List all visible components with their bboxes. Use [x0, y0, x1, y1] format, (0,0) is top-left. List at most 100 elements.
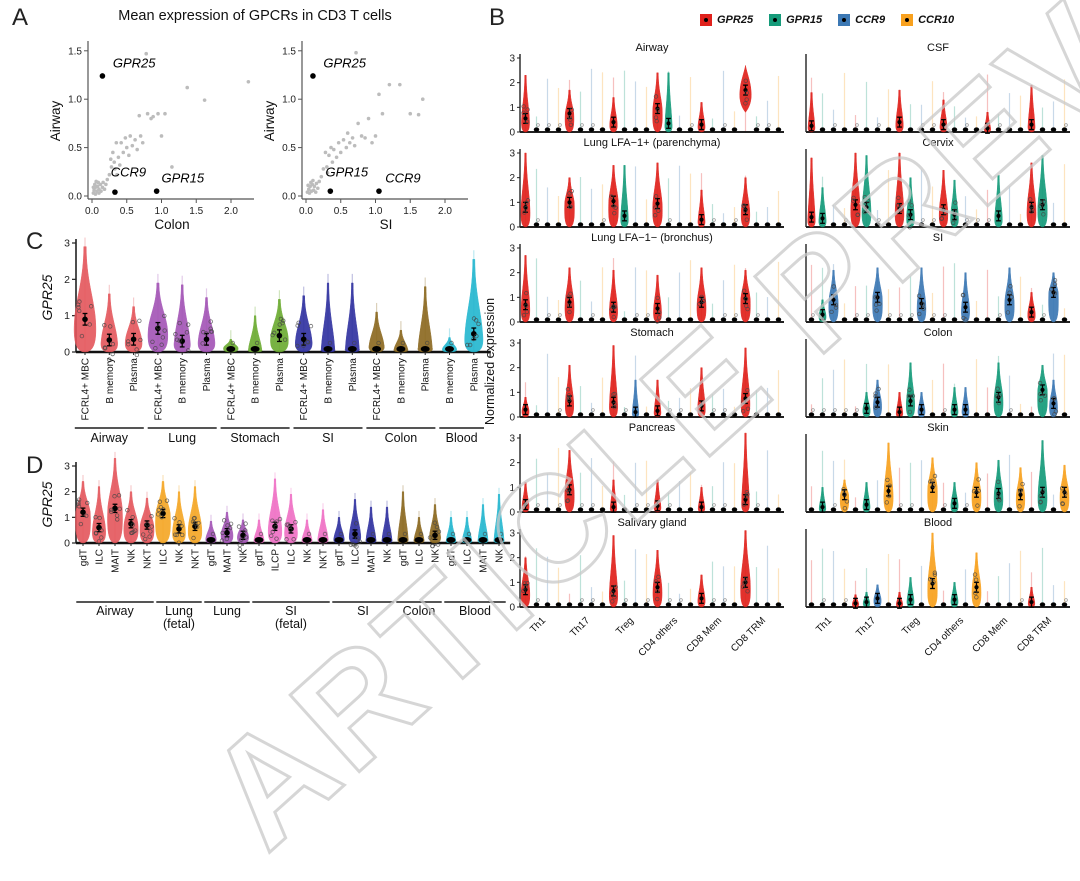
- svg-text:1: 1: [509, 103, 515, 114]
- svg-text:Skin: Skin: [927, 422, 948, 434]
- svg-text:1: 1: [509, 198, 515, 209]
- svg-text:0: 0: [509, 318, 515, 329]
- scatter-si: 0.0 0.5 1.0 1.5 0.0 0.5 1.0 1.5 2.0 SI Airway GPR25…: [262, 41, 468, 232]
- svg-text:GPR15: GPR15: [325, 165, 368, 180]
- svg-text:MAIT: MAIT: [479, 549, 490, 573]
- legend-item-gpr15: GPR15: [769, 14, 822, 26]
- svg-text:NK: NK: [431, 549, 442, 563]
- violin-panel-stomach: Stomach 3 2 1 0: [509, 327, 784, 424]
- svg-text:1.5: 1.5: [282, 46, 296, 57]
- svg-text:(fetal): (fetal): [163, 617, 195, 631]
- svg-text:gdT: gdT: [79, 549, 90, 566]
- svg-text:0.5: 0.5: [68, 143, 82, 154]
- svg-text:Airway: Airway: [262, 101, 277, 142]
- svg-text:1: 1: [509, 293, 515, 304]
- svg-text:Stomach: Stomach: [630, 327, 673, 339]
- svg-text:Treg: Treg: [900, 615, 922, 637]
- svg-text:Colon: Colon: [385, 431, 418, 445]
- svg-text:Pancreas: Pancreas: [629, 422, 676, 434]
- svg-text:Colon: Colon: [924, 327, 953, 339]
- svg-text:1.0: 1.0: [155, 206, 169, 217]
- svg-text:Plasma: Plasma: [348, 358, 359, 392]
- svg-text:Plasma: Plasma: [202, 358, 213, 392]
- svg-text:CD8 Mem: CD8 Mem: [685, 615, 725, 655]
- panelc-svg: GPR25 0 1 2 3 FCRL4+ MBC B memory Plasma Airway F…: [39, 238, 491, 445]
- svg-text:0: 0: [509, 603, 515, 614]
- svg-text:ILC: ILC: [95, 549, 106, 565]
- svg-text:0: 0: [509, 223, 515, 234]
- svg-text:NK: NK: [127, 549, 138, 563]
- svg-text:3: 3: [509, 434, 515, 445]
- svg-text:CD8 TRM: CD8 TRM: [729, 615, 768, 654]
- svg-text:NKT: NKT: [319, 549, 330, 569]
- svg-text:ILCP: ILCP: [271, 549, 282, 572]
- svg-text:1: 1: [509, 578, 515, 589]
- scatter-colon: 0.0 0.5 1.0 1.5 0.0 0.5 1.0 1.5 2.0 Colon Airway GP…: [48, 41, 254, 232]
- violin-panel-airway: Airway 3 2 1 0: [509, 42, 784, 139]
- svg-text:Cervix: Cervix: [922, 137, 954, 149]
- svg-text:2.0: 2.0: [224, 206, 238, 217]
- svg-text:1.0: 1.0: [68, 95, 82, 106]
- svg-text:NK: NK: [239, 549, 250, 563]
- ccr9-swatch-icon: [838, 14, 851, 26]
- svg-text:CCR9: CCR9: [385, 170, 420, 185]
- svg-text:Lung LFA−1− (bronchus): Lung LFA−1− (bronchus): [591, 232, 713, 244]
- svg-text:Airway: Airway: [48, 101, 63, 142]
- panel-c-label: C: [26, 228, 44, 255]
- svg-text:ILC: ILC: [463, 549, 474, 565]
- svg-text:Lung LFA−1+ (parenchyma): Lung LFA−1+ (parenchyma): [584, 137, 721, 149]
- svg-text:NK: NK: [495, 549, 506, 563]
- gpr25-swatch-icon: [700, 14, 712, 26]
- svg-text:CD8 Mem: CD8 Mem: [971, 615, 1011, 655]
- svg-text:ILC: ILC: [415, 549, 426, 565]
- svg-text:1: 1: [509, 483, 515, 494]
- svg-text:Salivary gland: Salivary gland: [617, 517, 686, 529]
- legend-label: GPR15: [786, 14, 823, 26]
- svg-text:Plasma: Plasma: [421, 358, 432, 392]
- svg-text:Blood: Blood: [446, 431, 478, 445]
- svg-text:Th1: Th1: [814, 615, 834, 635]
- svg-text:SI: SI: [357, 604, 369, 618]
- svg-text:Airway: Airway: [635, 42, 669, 54]
- svg-text:2: 2: [509, 553, 515, 564]
- svg-text:gdT: gdT: [399, 549, 410, 566]
- svg-text:0.5: 0.5: [120, 206, 134, 217]
- svg-text:Lung: Lung: [168, 431, 196, 445]
- svg-text:0: 0: [509, 413, 515, 424]
- svg-text:0: 0: [509, 508, 515, 519]
- svg-text:NK: NK: [175, 549, 186, 563]
- svg-text:B memory: B memory: [324, 358, 335, 404]
- svg-text:MAIT: MAIT: [223, 549, 234, 573]
- svg-text:GPR25: GPR25: [39, 274, 55, 320]
- svg-text:gdT: gdT: [447, 549, 458, 566]
- svg-text:Airway: Airway: [96, 604, 134, 618]
- svg-text:2: 2: [509, 363, 515, 374]
- svg-text:1: 1: [64, 310, 70, 322]
- svg-text:Treg: Treg: [614, 615, 636, 637]
- panel-a-title: Mean expression of GPCRs in CD3 T cells: [118, 8, 392, 24]
- svg-text:Plasma: Plasma: [469, 358, 480, 392]
- svg-text:GPR25: GPR25: [113, 55, 156, 70]
- legend-item-ccr10: CCR10: [901, 14, 954, 26]
- svg-text:ILC: ILC: [287, 549, 298, 565]
- svg-text:MAIT: MAIT: [367, 549, 378, 573]
- legend-label: CCR10: [918, 14, 955, 26]
- svg-text:FCRL4+ MBC: FCRL4+ MBC: [153, 358, 164, 421]
- svg-text:Plasma: Plasma: [275, 358, 286, 392]
- svg-text:0.0: 0.0: [299, 206, 313, 217]
- svg-text:Th17: Th17: [568, 615, 592, 639]
- svg-text:2: 2: [64, 274, 70, 286]
- svg-text:B memory: B memory: [105, 358, 116, 404]
- svg-text:GPR25: GPR25: [323, 55, 366, 70]
- violin-panel-cervix: Cervix: [805, 137, 1070, 230]
- svg-text:Th17: Th17: [854, 615, 878, 639]
- svg-text:Colon: Colon: [403, 604, 436, 618]
- svg-text:3: 3: [509, 339, 515, 350]
- svg-text:SI: SI: [285, 604, 297, 618]
- svg-text:ILC: ILC: [351, 549, 362, 565]
- svg-text:1: 1: [509, 388, 515, 399]
- svg-text:1.5: 1.5: [189, 206, 203, 217]
- paneld-svg: GPR25 0 1 2 3 gdT ILC MAIT NK NKT Airway ILC NK NKT Lu…: [39, 451, 511, 631]
- violin-panel-si: SI: [805, 232, 1070, 323]
- svg-text:CD4 others: CD4 others: [637, 615, 681, 659]
